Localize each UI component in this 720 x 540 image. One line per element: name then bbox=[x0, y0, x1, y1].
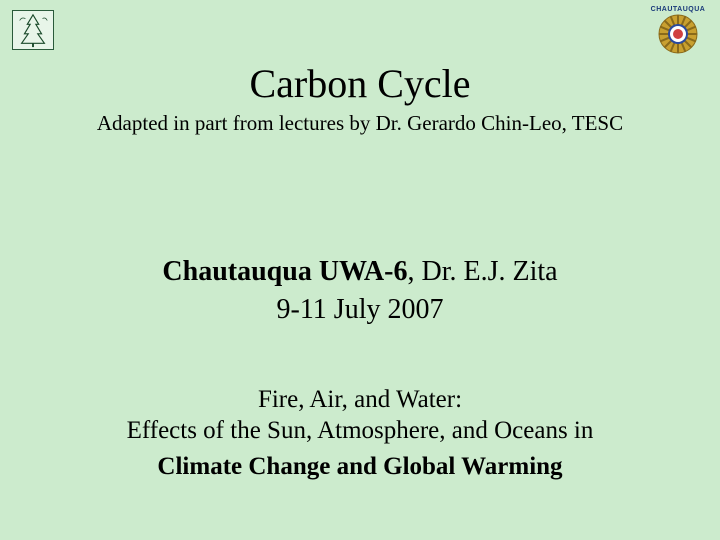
chautauqua-arch-text: CHAUTAUQUA bbox=[646, 6, 710, 13]
theme-line-1: Fire, Air, and Water: bbox=[0, 384, 720, 415]
theme-block: Fire, Air, and Water: Effects of the Sun… bbox=[0, 384, 720, 481]
nsf-wheel-icon bbox=[657, 13, 699, 55]
title-block: Carbon Cycle Adapted in part from lectur… bbox=[0, 0, 720, 136]
slide-title: Carbon Cycle bbox=[0, 60, 720, 107]
chautauqua-logo: CHAUTAUQUA bbox=[646, 6, 710, 64]
course-block: Chautauqua UWA-6, Dr. E.J. Zita 9-11 Jul… bbox=[0, 256, 720, 326]
course-instructor: , Dr. E.J. Zita bbox=[407, 256, 557, 287]
tree-icon bbox=[13, 11, 53, 49]
slide-subtitle: Adapted in part from lectures by Dr. Ger… bbox=[0, 111, 720, 136]
theme-line-3: Climate Change and Global Warming bbox=[0, 453, 720, 481]
course-date: 9-11 July 2007 bbox=[0, 294, 720, 326]
tesc-logo bbox=[12, 10, 54, 50]
course-line: Chautauqua UWA-6, Dr. E.J. Zita bbox=[0, 256, 720, 288]
theme-line-2: Effects of the Sun, Atmosphere, and Ocea… bbox=[0, 415, 720, 446]
course-name-bold: Chautauqua UWA-6 bbox=[162, 256, 407, 287]
